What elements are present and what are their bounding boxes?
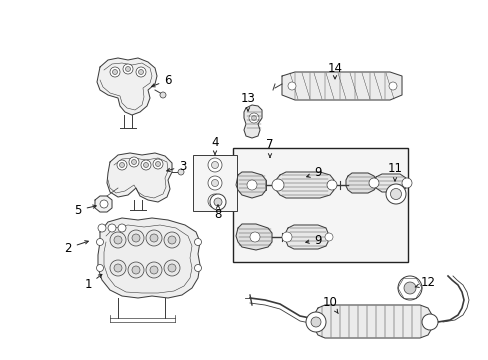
Text: 10: 10 bbox=[322, 296, 338, 314]
Text: 1: 1 bbox=[84, 274, 102, 292]
Polygon shape bbox=[346, 173, 375, 193]
Circle shape bbox=[138, 69, 143, 75]
Circle shape bbox=[305, 312, 325, 332]
Circle shape bbox=[114, 264, 122, 272]
Circle shape bbox=[403, 282, 415, 294]
Text: 8: 8 bbox=[214, 205, 221, 221]
Circle shape bbox=[155, 162, 160, 166]
Circle shape bbox=[368, 178, 378, 188]
Circle shape bbox=[397, 276, 421, 300]
Circle shape bbox=[385, 184, 405, 204]
Circle shape bbox=[117, 160, 127, 170]
Text: 9: 9 bbox=[305, 234, 321, 247]
Text: 6: 6 bbox=[151, 73, 171, 87]
Text: 5: 5 bbox=[74, 203, 96, 216]
Circle shape bbox=[246, 180, 257, 190]
Circle shape bbox=[421, 314, 437, 330]
Bar bbox=[193, 155, 237, 211]
Polygon shape bbox=[98, 218, 200, 298]
Text: 11: 11 bbox=[386, 162, 402, 181]
Polygon shape bbox=[236, 172, 265, 198]
Text: 3: 3 bbox=[166, 159, 186, 172]
Circle shape bbox=[209, 194, 225, 210]
Circle shape bbox=[326, 180, 336, 190]
Circle shape bbox=[96, 238, 103, 246]
Circle shape bbox=[160, 92, 165, 98]
Polygon shape bbox=[107, 153, 172, 202]
Text: 2: 2 bbox=[64, 241, 88, 255]
Circle shape bbox=[211, 198, 218, 204]
Circle shape bbox=[194, 238, 201, 246]
Circle shape bbox=[207, 176, 222, 190]
Polygon shape bbox=[244, 105, 262, 138]
Text: 12: 12 bbox=[414, 276, 435, 289]
Text: 13: 13 bbox=[240, 91, 255, 111]
Text: 9: 9 bbox=[306, 166, 321, 180]
Circle shape bbox=[123, 64, 133, 74]
Circle shape bbox=[136, 67, 146, 77]
Circle shape bbox=[110, 260, 126, 276]
Circle shape bbox=[287, 82, 295, 90]
Circle shape bbox=[110, 232, 126, 248]
Polygon shape bbox=[275, 172, 333, 198]
Circle shape bbox=[388, 82, 396, 90]
Polygon shape bbox=[313, 305, 431, 338]
Circle shape bbox=[163, 232, 180, 248]
Circle shape bbox=[146, 262, 162, 278]
Circle shape bbox=[251, 116, 256, 121]
Circle shape bbox=[282, 232, 291, 242]
Circle shape bbox=[146, 230, 162, 246]
Polygon shape bbox=[285, 225, 327, 249]
Circle shape bbox=[390, 189, 401, 199]
Polygon shape bbox=[97, 58, 157, 115]
Circle shape bbox=[207, 158, 222, 172]
Circle shape bbox=[98, 224, 106, 232]
Circle shape bbox=[325, 233, 332, 241]
Circle shape bbox=[132, 266, 140, 274]
Circle shape bbox=[96, 265, 103, 271]
Circle shape bbox=[168, 264, 176, 272]
Circle shape bbox=[128, 230, 143, 246]
Circle shape bbox=[112, 69, 117, 75]
Circle shape bbox=[119, 162, 124, 167]
Circle shape bbox=[401, 178, 411, 188]
Polygon shape bbox=[236, 224, 271, 250]
Circle shape bbox=[248, 113, 259, 123]
Circle shape bbox=[211, 162, 218, 168]
Circle shape bbox=[143, 162, 148, 167]
Circle shape bbox=[128, 262, 143, 278]
Circle shape bbox=[108, 224, 116, 232]
Circle shape bbox=[150, 266, 158, 274]
Polygon shape bbox=[373, 174, 405, 192]
Circle shape bbox=[100, 200, 108, 208]
Circle shape bbox=[249, 232, 260, 242]
Circle shape bbox=[125, 67, 130, 72]
Circle shape bbox=[132, 234, 140, 242]
Circle shape bbox=[214, 198, 222, 206]
Circle shape bbox=[114, 236, 122, 244]
Circle shape bbox=[271, 179, 284, 191]
Circle shape bbox=[163, 260, 180, 276]
Circle shape bbox=[118, 224, 126, 232]
Circle shape bbox=[131, 159, 136, 165]
Circle shape bbox=[129, 157, 139, 167]
Text: 14: 14 bbox=[327, 62, 342, 79]
Polygon shape bbox=[282, 72, 401, 100]
Text: 4: 4 bbox=[211, 136, 218, 155]
Polygon shape bbox=[95, 196, 112, 212]
Bar bbox=[232, 148, 407, 262]
Circle shape bbox=[310, 317, 320, 327]
Circle shape bbox=[110, 67, 120, 77]
Circle shape bbox=[211, 180, 218, 186]
Circle shape bbox=[141, 160, 151, 170]
Circle shape bbox=[178, 169, 183, 175]
Circle shape bbox=[150, 234, 158, 242]
Circle shape bbox=[168, 236, 176, 244]
Circle shape bbox=[207, 194, 222, 208]
Text: 7: 7 bbox=[265, 139, 273, 157]
Circle shape bbox=[153, 159, 163, 169]
Circle shape bbox=[194, 265, 201, 271]
